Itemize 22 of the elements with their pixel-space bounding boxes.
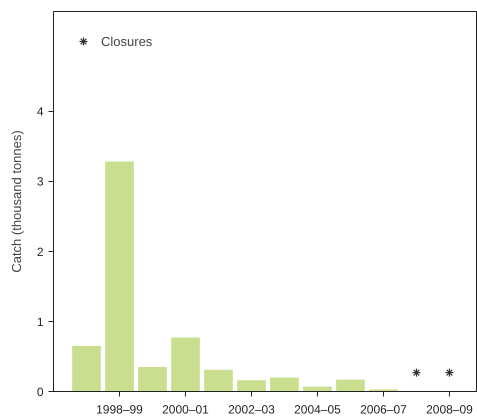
y-tick-label: 0 — [36, 385, 44, 399]
legend-label: Closures — [101, 34, 152, 48]
bar — [270, 377, 299, 392]
y-tick-label: 1 — [36, 314, 44, 329]
x-tick-label: 2004–05 — [294, 402, 342, 416]
bar — [138, 366, 167, 392]
bar — [204, 370, 233, 392]
y-tick-label: 2 — [36, 244, 44, 259]
y-tick-label: 4 — [36, 104, 44, 119]
x-tick-label: 2006–07 — [360, 402, 408, 416]
y-tick-label: 3 — [36, 174, 44, 189]
bar — [171, 338, 200, 392]
bar — [237, 380, 266, 392]
bar — [303, 386, 332, 392]
x-tick-label: 2008–09 — [426, 402, 474, 416]
x-tick-label: 2002–03 — [228, 402, 276, 416]
x-tick-label: 1998–99 — [96, 402, 144, 416]
bar — [336, 380, 365, 392]
bar — [105, 162, 134, 392]
bar — [72, 346, 101, 392]
y-axis-title: Catch (thousand tonnes) — [8, 130, 24, 273]
x-tick-label: 2000–01 — [162, 402, 210, 416]
